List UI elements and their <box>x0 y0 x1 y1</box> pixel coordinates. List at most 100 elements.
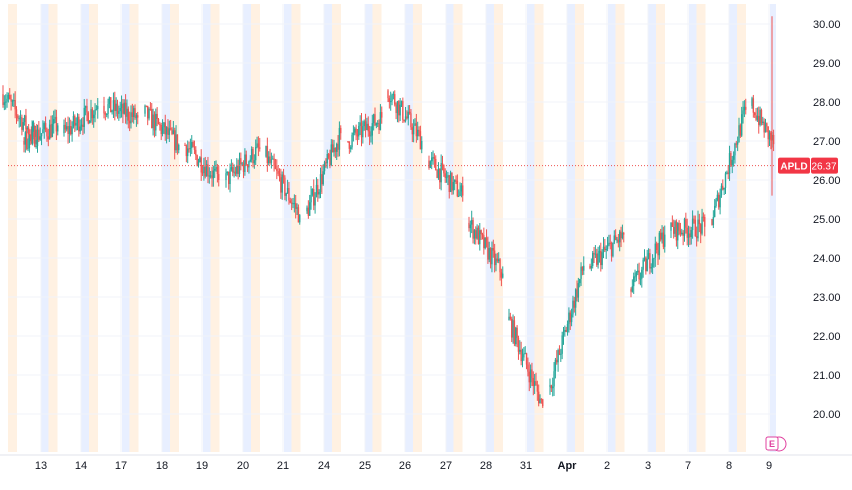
candle-body <box>240 158 242 165</box>
candle-body <box>48 124 51 140</box>
candle-body <box>352 132 355 135</box>
x-tick-label: 7 <box>685 460 691 472</box>
candle-body <box>433 157 436 159</box>
candle-body <box>323 162 326 172</box>
candle-body <box>175 134 177 151</box>
candle-body <box>702 216 705 218</box>
candle-body <box>443 164 445 174</box>
x-tick-label: 14 <box>75 460 87 472</box>
candle-body <box>23 115 26 123</box>
candle-body <box>118 111 120 114</box>
candle-body <box>68 125 71 134</box>
candle-body <box>716 194 719 200</box>
candle-body <box>752 98 755 113</box>
candle-body <box>462 185 464 196</box>
candle-body <box>742 110 744 115</box>
afterhours-band <box>405 4 414 452</box>
candle-body <box>724 173 727 188</box>
candle-body <box>295 203 297 209</box>
candle-body <box>144 105 146 114</box>
premarket-band <box>615 4 625 452</box>
candle-body <box>93 114 95 119</box>
candle-body <box>259 147 261 149</box>
candle-body <box>370 135 372 137</box>
candle-body <box>314 197 316 206</box>
candle-body <box>651 258 654 268</box>
candle-body <box>192 142 194 147</box>
afterhours-band <box>729 4 738 452</box>
candle-body <box>43 123 45 130</box>
candle-body <box>50 124 52 137</box>
candle-body <box>327 153 330 158</box>
candle-body <box>363 121 365 127</box>
candle-body <box>516 327 518 338</box>
candle-body <box>439 168 441 183</box>
candle-body <box>377 123 379 125</box>
candle-body <box>613 235 615 243</box>
candle-body <box>670 222 672 231</box>
candle-body <box>284 177 286 196</box>
candle-body <box>642 259 644 270</box>
candle-body <box>174 130 176 151</box>
candle-body <box>145 105 148 107</box>
afterhours-band <box>365 4 373 452</box>
candle-body <box>620 231 622 239</box>
candle-body <box>299 215 301 223</box>
candle-body <box>645 257 647 272</box>
candle-body <box>726 172 728 174</box>
candle-body <box>137 115 139 118</box>
candle-body <box>374 114 376 126</box>
candle-body <box>720 185 723 196</box>
candle-body <box>431 157 433 162</box>
premarket-band <box>332 4 341 452</box>
candle-body <box>392 94 395 96</box>
candle-body <box>560 353 562 355</box>
candle-body <box>728 153 731 174</box>
candle-body <box>19 117 22 119</box>
candle-body <box>184 144 186 146</box>
candle-body <box>763 121 765 133</box>
candle-body <box>519 349 521 352</box>
afterhours-band <box>41 4 49 452</box>
candle-body <box>112 100 115 111</box>
candle-body <box>396 101 399 114</box>
candle-body <box>115 103 117 111</box>
candle-body <box>72 115 75 127</box>
afterhours-band <box>770 4 776 452</box>
candle-body <box>329 157 331 165</box>
candle-body <box>119 107 121 112</box>
candle-body <box>338 127 341 150</box>
candle-body <box>417 129 419 137</box>
candle-body <box>24 132 27 145</box>
x-tick-label: 26 <box>399 460 411 472</box>
candle-body <box>289 200 291 203</box>
candle-body <box>596 253 598 265</box>
candle-body <box>647 253 650 259</box>
x-tick-label: 9 <box>766 460 772 472</box>
candle-body <box>30 135 33 140</box>
candle-body <box>281 174 283 193</box>
candle-body <box>447 175 449 177</box>
candle-body <box>564 329 566 332</box>
premarket-band <box>48 4 58 452</box>
candle-body <box>157 118 160 125</box>
candle-body <box>491 248 493 265</box>
candle-body <box>53 119 55 124</box>
last-price-badge <box>811 157 838 174</box>
candle-body <box>444 173 446 178</box>
candle-body <box>731 159 733 165</box>
candle-body <box>111 110 113 113</box>
candle-body <box>481 233 484 236</box>
candle-body <box>577 283 580 298</box>
candle-body <box>610 242 613 257</box>
candle-body <box>378 123 380 130</box>
candle-body <box>232 167 234 173</box>
time-axis: 13 14 17 18 19 20 21 24 25 26 27 28 31 Apr 2 3 7 8 9 <box>0 454 852 472</box>
candle-body <box>489 248 492 265</box>
candle-body <box>359 122 361 126</box>
premarket-band <box>575 4 584 452</box>
candle-body <box>700 224 702 234</box>
candle-body <box>511 318 513 338</box>
premarket-band <box>251 4 260 452</box>
